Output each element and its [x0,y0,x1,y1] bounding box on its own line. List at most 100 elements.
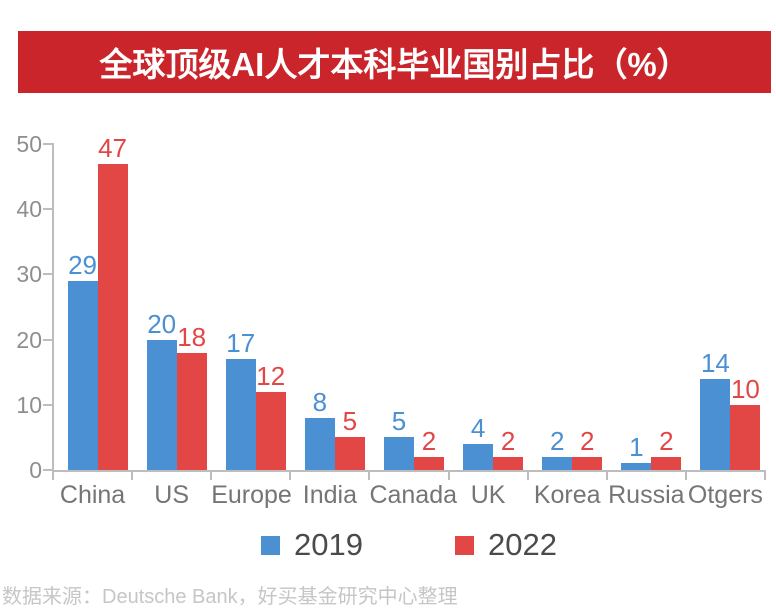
y-axis-tick [43,469,52,471]
legend-label: 2022 [488,527,557,562]
bar-group: 14 10 [691,349,770,470]
bar-column: 4 [463,412,494,470]
bar-column: 2 [542,425,573,470]
bar-value-label: 2 [549,425,565,456]
bar-2019 [542,456,573,470]
bar-group: 29 47 [58,134,137,470]
bar-value-label: 4 [470,412,486,443]
y-axis-tick [43,338,52,341]
bar-value-label: 2 [659,425,674,456]
bar-value-label: 12 [256,360,286,391]
bar-value-label: 14 [700,347,730,378]
bar-group: 20 18 [137,310,216,470]
category-label: US [154,481,190,509]
bar-2019 [621,463,652,470]
bar-2022 [334,437,365,470]
x-axis-tick [289,472,292,480]
x-axis-tick [684,472,687,480]
bar-2022 [97,163,128,470]
bar-value-label: 18 [177,321,207,352]
y-axis-line [52,143,54,472]
x-axis-line [52,470,766,472]
legend: 2019 2022 [53,527,765,563]
category-label: UK [470,481,506,509]
bar-2019 [463,443,494,470]
bar-value-label: 10 [730,373,760,404]
x-axis-tick [764,472,766,480]
bar-column: 18 [176,321,207,470]
bar-column: 2 [651,425,682,470]
bar-column: 12 [255,360,286,470]
category-label: India [302,481,357,509]
bar-2019 [383,437,414,470]
x-axis-tick [605,472,608,480]
bar-2022 [413,456,444,470]
category-label: Russia [608,481,685,509]
legend-swatch-icon [261,535,281,555]
y-axis-tick [43,208,52,211]
legend-label: 2019 [294,527,363,562]
bar-value-label: 20 [147,308,177,339]
y-axis-tick [43,143,52,145]
bar-group: 17 12 [216,329,295,470]
bar-value-label: 1 [629,432,644,463]
y-axis-tick [43,403,52,406]
x-axis-tick [526,472,529,480]
category-label: Korea [533,481,601,509]
legend-item-2022: 2022 [455,527,557,563]
y-axis-tick [43,273,52,276]
bar-value-label: 2 [421,425,437,456]
category-label: Otgers [687,481,763,509]
y-axis-tick-label: 0 [29,457,42,483]
bar-2022 [176,352,207,470]
category-label: Europe [211,481,292,509]
bar-2019 [700,378,731,470]
bar-column: 5 [334,406,365,470]
bar-2022 [255,391,286,470]
bar-value-label: 17 [226,328,256,359]
bar-column: 17 [225,328,256,470]
bar-column: 2 [493,427,524,470]
category-label: Canada [369,481,458,509]
y-axis-tick-label: 20 [16,326,42,353]
bar-value-label: 2 [579,425,595,456]
bar-value-label: 29 [68,249,97,280]
legend-swatch-icon [455,535,474,555]
y-axis-tick-label: 50 [16,131,42,157]
bar-value-label: 5 [391,406,407,437]
bar-column: 29 [67,249,98,470]
y-axis-tick-label: 40 [16,196,42,223]
bar-value-label: 5 [342,406,358,437]
bar-column: 8 [304,386,335,470]
data-source-note: 数据来源：Deutsche Bank，好买基金研究中心整理 [2,586,458,608]
bar-column: 2 [572,425,603,470]
chart-title: 全球顶级AI人才本科毕业国别占比（%） [99,46,690,83]
bar-column: 1 [621,432,652,470]
bar-2019 [67,280,98,470]
bar-2019 [304,417,335,470]
legend-item-2019: 2019 [261,527,363,563]
bar-value-label: 8 [312,386,328,417]
bar-column: 2 [413,425,444,470]
x-axis-tick [210,472,213,480]
bar-2022 [730,404,761,470]
bar-2022 [572,456,603,470]
x-axis-tick [131,472,134,480]
bar-column: 20 [146,308,177,470]
bar-2019 [225,359,256,470]
bar-column: 14 [700,347,731,470]
y-axis-tick-label: 30 [16,261,42,288]
x-axis-tick [52,472,54,480]
title-banner: 全球顶级AI人才本科毕业国别占比（%） [18,31,771,93]
x-axis-tick [368,472,371,480]
bar-column: 10 [730,373,761,470]
bar-column: 47 [97,134,128,470]
x-axis-tick [447,472,450,480]
bar-column: 5 [383,406,414,470]
